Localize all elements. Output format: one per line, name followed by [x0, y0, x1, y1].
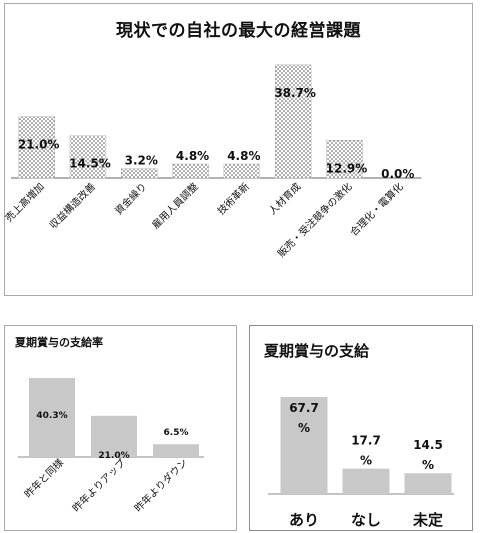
category-label: 合理化・電算化 — [347, 180, 406, 239]
category-label: 未定 — [412, 511, 443, 529]
category-label: 技術革新 — [214, 180, 251, 217]
chart-title-main-issues: 現状での自社の最大の経営課題 — [116, 21, 361, 41]
bar — [29, 378, 75, 457]
data-label-unit: % — [360, 454, 372, 468]
chart-panel-main-issues: 現状での自社の最大の経営課題 21.0% 売上高増加 14.5% 収益構造改善 3.2%… — [2, 3, 473, 296]
category-label: 収益構造改善 — [46, 180, 98, 232]
bar — [172, 163, 209, 179]
bar — [280, 397, 328, 494]
bar — [274, 64, 312, 179]
data-label: 67.7 — [289, 401, 319, 415]
data-label: 14.5 — [413, 438, 443, 452]
data-label: 4.8% — [227, 149, 260, 163]
category-label: あり — [289, 511, 319, 529]
data-label: 6.5% — [164, 428, 189, 438]
bar — [342, 468, 390, 494]
category-label: 人材育成 — [266, 180, 303, 217]
bar — [153, 444, 199, 457]
data-label: 21.0% — [18, 138, 60, 152]
category-label: 資金繰り — [112, 180, 149, 217]
data-label: 12.9% — [326, 161, 368, 175]
category-label: なし — [351, 511, 381, 529]
chart-panel-bonus-payment: 夏期賞与の支給 67.7% あり 17.7% なし 14.5% 未定 — [249, 325, 473, 531]
chart-bonus-payment: 67.7% あり 17.7% なし 14.5% 未定 — [268, 397, 454, 529]
bar — [121, 168, 158, 179]
data-label: 3.2% — [125, 154, 158, 168]
bar — [18, 116, 55, 179]
chart-title-bonus-rate: 夏期賞与の支給率 — [15, 336, 103, 349]
bar — [69, 135, 107, 179]
category-label: 売上高増加 — [2, 180, 47, 225]
category-label: 雇用人員調整 — [149, 180, 201, 232]
data-label: 0.0% — [381, 167, 414, 181]
bar — [404, 473, 452, 494]
data-label: 4.8% — [176, 149, 209, 163]
bar — [91, 415, 137, 457]
data-label: 21.0% — [98, 451, 129, 461]
data-label-unit: % — [422, 458, 434, 472]
category-label: 昨年よりダウン — [132, 456, 191, 515]
chart-panel-bonus-rate: 夏期賞与の支給率 40.3% 昨年と同様 21.0% 昨年よりアップ 6.5% 昨年よりダ… — [4, 325, 237, 531]
data-label: 17.7 — [351, 434, 381, 448]
bar — [326, 140, 363, 179]
chart-bonus-rate: 40.3% 昨年と同様 21.0%昨年よりアップ 6.5% 昨年よりダウン — [18, 378, 204, 515]
chart-main-issues: 21.0% 売上高増加 14.5% 収益構造改善 3.2% 資金繰り 4.8% 雇用人員調整 4… — [2, 64, 422, 260]
data-label: 38.7% — [274, 86, 316, 100]
data-label: 14.5% — [69, 157, 111, 171]
category-label: 昨年よりアップ — [70, 456, 129, 515]
category-label: 昨年と同様 — [22, 456, 67, 501]
bar — [223, 163, 261, 179]
chart-title-bonus-payment: 夏期賞与の支給 — [264, 342, 370, 360]
data-label: 40.3% — [36, 411, 67, 421]
data-label-unit: % — [298, 421, 310, 435]
